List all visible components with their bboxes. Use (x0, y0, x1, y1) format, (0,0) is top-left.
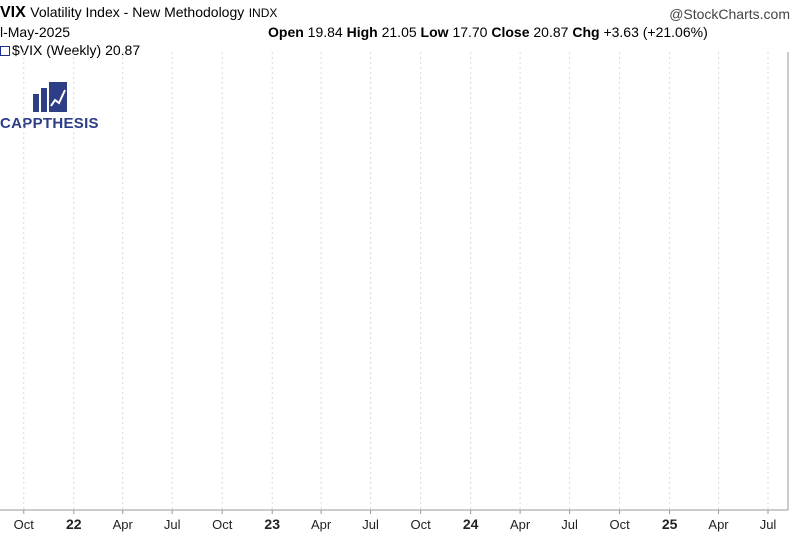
x-tick-label: Oct (411, 517, 432, 532)
chart-title: VIX Volatility Index - New Methodology I… (0, 4, 330, 24)
symbol: VIX (0, 4, 26, 21)
x-tick-label: Oct (212, 517, 233, 532)
x-tick-label: Jul (362, 517, 379, 532)
legend-swatch (0, 46, 10, 57)
stockcharts-credit[interactable]: @StockCharts.com (669, 6, 790, 22)
legend-text: $VIX (Weekly) 20.87 (12, 42, 141, 58)
x-tick-label: Apr (510, 517, 531, 532)
close-label: Close (491, 24, 530, 40)
open-label: Open (268, 24, 304, 40)
exchange: INDX (248, 6, 278, 20)
high-value: 21.05 (381, 24, 417, 40)
low-value: 17.70 (452, 24, 488, 40)
x-tick-label: 24 (463, 516, 479, 532)
x-tick-label: Oct (609, 517, 630, 532)
chart-date: l-May-2025 (0, 24, 71, 40)
chart-grid (0, 52, 789, 511)
high-label: High (346, 24, 378, 40)
low-label: Low (420, 24, 449, 40)
x-tick-label: 23 (264, 516, 280, 532)
x-tick-label: Apr (708, 517, 729, 532)
cappthesis-logo (0, 82, 110, 134)
chg-label: Chg (572, 24, 600, 40)
x-tick-label: 25 (662, 516, 678, 532)
x-tick-label: Jul (561, 517, 578, 532)
x-tick-label: Jul (164, 517, 181, 532)
x-tick-label: Apr (113, 517, 134, 532)
close-value: 20.87 (533, 24, 569, 40)
x-axis: Oct 22 Apr Jul Oct 23 Apr Jul Oct 24 Apr Jul Oct 25 Ap… (14, 510, 777, 532)
bar-chart-logo-icon (33, 82, 67, 112)
ohlc-readout: Open 19.84 High 21.05 Low 17.70 Close 20… (268, 24, 708, 40)
series-legend: $VIX (Weekly) 20.87 (0, 42, 140, 58)
x-tick-label: Apr (311, 517, 332, 532)
description: Volatility Index - New Methodology (30, 4, 245, 20)
x-tick-label: 22 (66, 516, 82, 532)
open-value: 19.84 (307, 24, 343, 40)
x-tick-label: Jul (760, 517, 777, 532)
x-tick-label: Oct (14, 517, 35, 532)
chg-value: +3.63 (+21.06%) (603, 24, 708, 40)
